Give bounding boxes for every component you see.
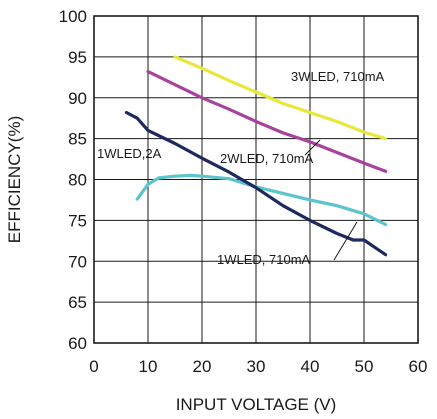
- y-tick-label: 60: [68, 334, 87, 353]
- annotation-leader: [304, 139, 321, 156]
- x-tick-label: 20: [193, 357, 212, 376]
- series-annotation: 2WLED, 710mA: [220, 151, 314, 166]
- series-line-2: [135, 173, 388, 227]
- y-tick-label: 100: [59, 7, 87, 26]
- grid-lines: [94, 16, 418, 343]
- series-line-0: [173, 55, 388, 141]
- series-line-1: [146, 69, 388, 173]
- series-line-3: [124, 110, 388, 257]
- series-lines: [124, 55, 388, 257]
- series-annotations: 3WLED, 710mA 2WLED, 710mA 1WLED,2A 1WLED, 7…: [97, 69, 385, 267]
- x-tick-label: 30: [247, 357, 266, 376]
- x-axis-title: INPUT VOLTAGE (V): [176, 395, 337, 414]
- y-tick-label: 75: [68, 211, 87, 230]
- x-tick-label: 50: [355, 357, 374, 376]
- y-tick-label: 85: [68, 130, 87, 149]
- plot-frame: [93, 15, 419, 344]
- y-tick-label: 90: [68, 89, 87, 108]
- x-tick-label: 0: [89, 357, 98, 376]
- series-annotation: 3WLED, 710mA: [291, 69, 385, 84]
- y-tick-label: 70: [68, 252, 87, 271]
- annotation-leader: [333, 221, 358, 261]
- tick-labels: 0 10 20 30 40 50 60 60 65 70 75 80 85 90 95 100: [59, 7, 428, 376]
- x-tick-label: 10: [139, 357, 158, 376]
- y-tick-label: 80: [68, 171, 87, 190]
- series-annotation: 1WLED,2A: [97, 146, 162, 161]
- y-tick-label: 65: [68, 293, 87, 312]
- series-annotation: 1WLED, 710mA: [217, 252, 311, 267]
- x-tick-label: 40: [301, 357, 320, 376]
- x-tick-label: 60: [409, 357, 428, 376]
- y-axis-title: EFFICIENCY(%): [5, 116, 24, 244]
- y-tick-label: 95: [68, 48, 87, 67]
